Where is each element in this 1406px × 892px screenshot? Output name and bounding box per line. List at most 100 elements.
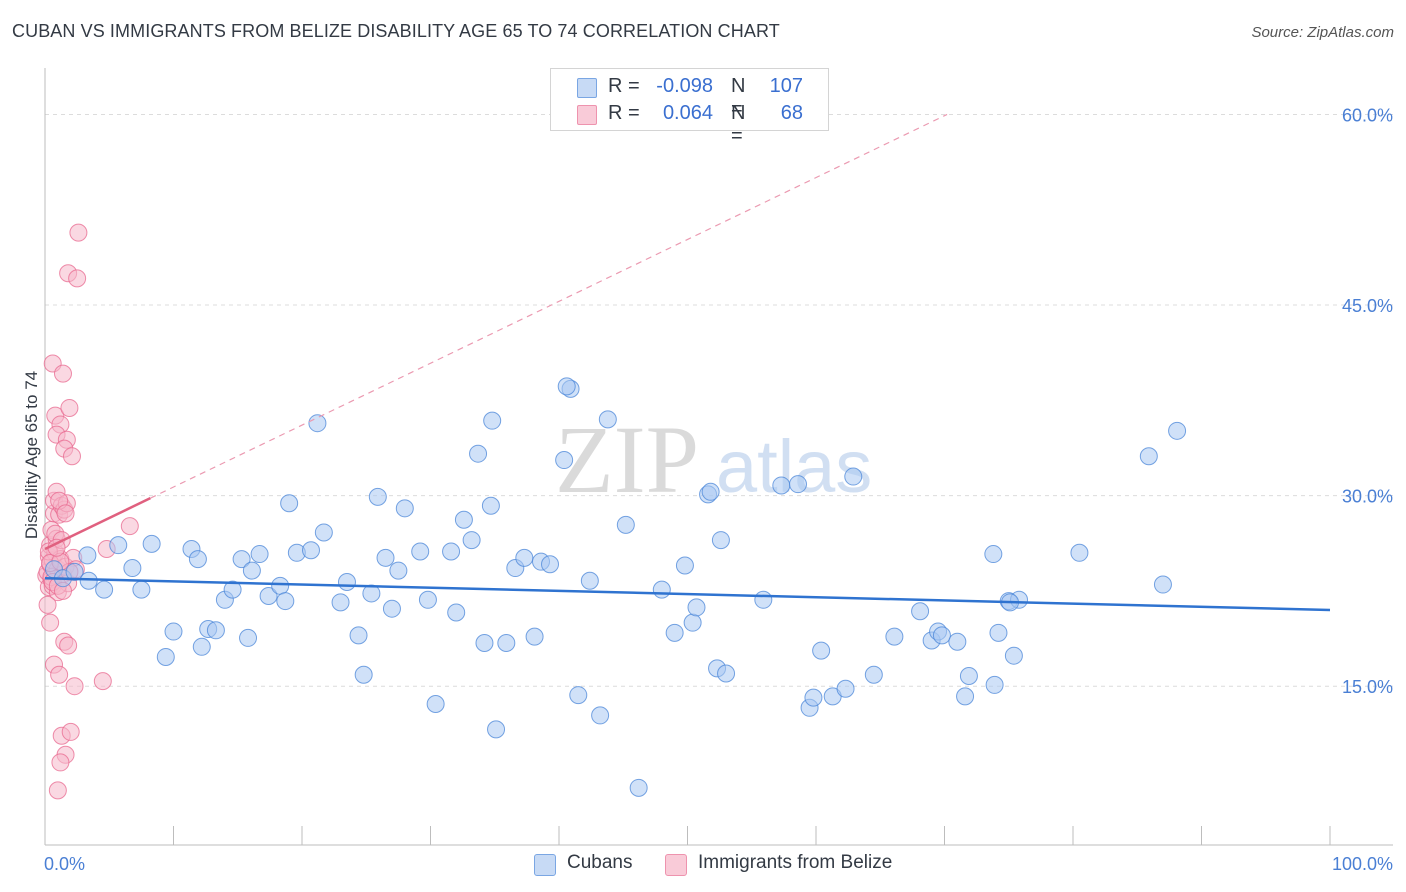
source-label: Source: ZipAtlas.com: [1251, 24, 1394, 41]
legend-label-cubans: Cubans: [567, 852, 633, 873]
belize-point: [65, 677, 84, 696]
belize-point: [56, 504, 75, 523]
cubans-point: [349, 626, 368, 645]
cubans-point: [591, 706, 610, 725]
cubans-legend-icon: [534, 854, 556, 876]
cubans-point: [948, 632, 967, 651]
y-tick-label: 15.0%: [1342, 677, 1393, 697]
cubans-point: [789, 475, 808, 494]
cubans-point: [376, 548, 395, 567]
cubans-point: [1168, 421, 1187, 440]
cubans-point: [418, 590, 437, 609]
cubans-point: [331, 593, 350, 612]
grid-lines: [45, 113, 1393, 687]
cubans-point: [598, 410, 617, 429]
cubans-point: [932, 626, 951, 645]
cubans-point: [259, 586, 278, 605]
belize-trend-extension: [150, 113, 948, 499]
x-min-label: 0.0%: [44, 854, 85, 874]
belize-point: [38, 595, 57, 614]
belize-point: [93, 672, 112, 691]
cubans-point: [885, 627, 904, 646]
belize-trend-line: [44, 497, 151, 551]
cubans-point: [79, 571, 98, 590]
cubans-point: [78, 546, 97, 565]
cubans-point: [804, 688, 823, 707]
cubans-trend-line: [44, 576, 1331, 612]
cubans-point: [164, 622, 183, 641]
cubans-point: [956, 687, 975, 706]
cubans-point: [515, 548, 534, 567]
cubans-point: [123, 559, 142, 578]
cubans-point: [368, 487, 387, 506]
cubans-point: [239, 628, 258, 647]
cubans-point: [812, 641, 831, 660]
cubans-point: [985, 675, 1004, 694]
cubans-point: [487, 720, 506, 739]
y-tick-label: 60.0%: [1342, 105, 1393, 125]
cubans-point: [497, 633, 516, 652]
legend-r-value: 0.064: [662, 102, 713, 124]
legend-n-label: N =: [731, 75, 746, 120]
belize-point: [48, 781, 67, 800]
cubans-point: [984, 545, 1003, 564]
legend-r-label: R =: [608, 75, 640, 97]
watermark-atlas: atlas: [716, 425, 872, 508]
y-tick-label: 45.0%: [1342, 296, 1393, 316]
cubans-point: [844, 467, 863, 486]
cubans-point: [959, 667, 978, 686]
cubans-point: [389, 561, 408, 580]
legend-n-label: N =: [731, 102, 746, 147]
cubans-point: [426, 694, 445, 713]
belize-swatch-icon: [577, 105, 597, 125]
y-tick-labels: 60.0% 45.0% 30.0% 15.0%: [1342, 105, 1393, 697]
belize-point: [51, 753, 70, 772]
legend-r-label: R =: [608, 102, 640, 124]
cubans-point: [483, 411, 502, 430]
belize-point: [41, 613, 60, 632]
cubans-point: [683, 613, 702, 632]
belize-point: [62, 447, 81, 466]
axes: [44, 68, 1393, 846]
watermark-zip: ZIP: [555, 406, 699, 513]
cubans-point: [308, 414, 327, 433]
cubans-point: [989, 623, 1008, 642]
cubans-point: [95, 580, 114, 599]
cubans-point: [675, 556, 694, 575]
belize-legend-icon: [665, 854, 687, 876]
cubans-point: [447, 603, 466, 622]
x-max-label: 100.0%: [1332, 854, 1393, 874]
cubans-point: [337, 573, 356, 592]
correlation-legend: R = -0.098 N = 107 R = 0.064 N = 68: [550, 68, 829, 147]
cubans-point: [280, 494, 299, 513]
cubans-point: [188, 550, 207, 569]
chart-title: CUBAN VS IMMIGRANTS FROM BELIZE DISABILI…: [12, 21, 780, 41]
cubans-point: [717, 664, 736, 683]
cubans-point: [132, 580, 151, 599]
y-axis-label: Disability Age 65 to 74: [22, 371, 41, 539]
belize-point: [53, 364, 72, 383]
cubans-point: [109, 536, 128, 555]
belize-point: [120, 517, 139, 536]
cubans-point: [206, 621, 225, 640]
cubans-point: [911, 602, 930, 621]
trend-lines: [44, 113, 1331, 612]
cubans-point: [1153, 575, 1172, 594]
belize-point: [69, 223, 88, 242]
cubans-point: [1139, 447, 1158, 466]
cubans-point: [864, 665, 883, 684]
cubans-point: [1004, 646, 1023, 665]
cubans-point: [1070, 543, 1089, 562]
belize-point: [50, 665, 69, 684]
cubans-point: [382, 599, 401, 618]
cubans-point: [354, 665, 373, 684]
cubans-point: [475, 633, 494, 652]
cubans-point: [711, 531, 730, 550]
cubans-point: [242, 561, 261, 580]
cubans-point: [276, 592, 295, 611]
series-cubans-points: [44, 377, 1187, 797]
cubans-point: [701, 482, 720, 501]
cubans-point: [687, 598, 706, 617]
cubans-point: [411, 542, 430, 561]
